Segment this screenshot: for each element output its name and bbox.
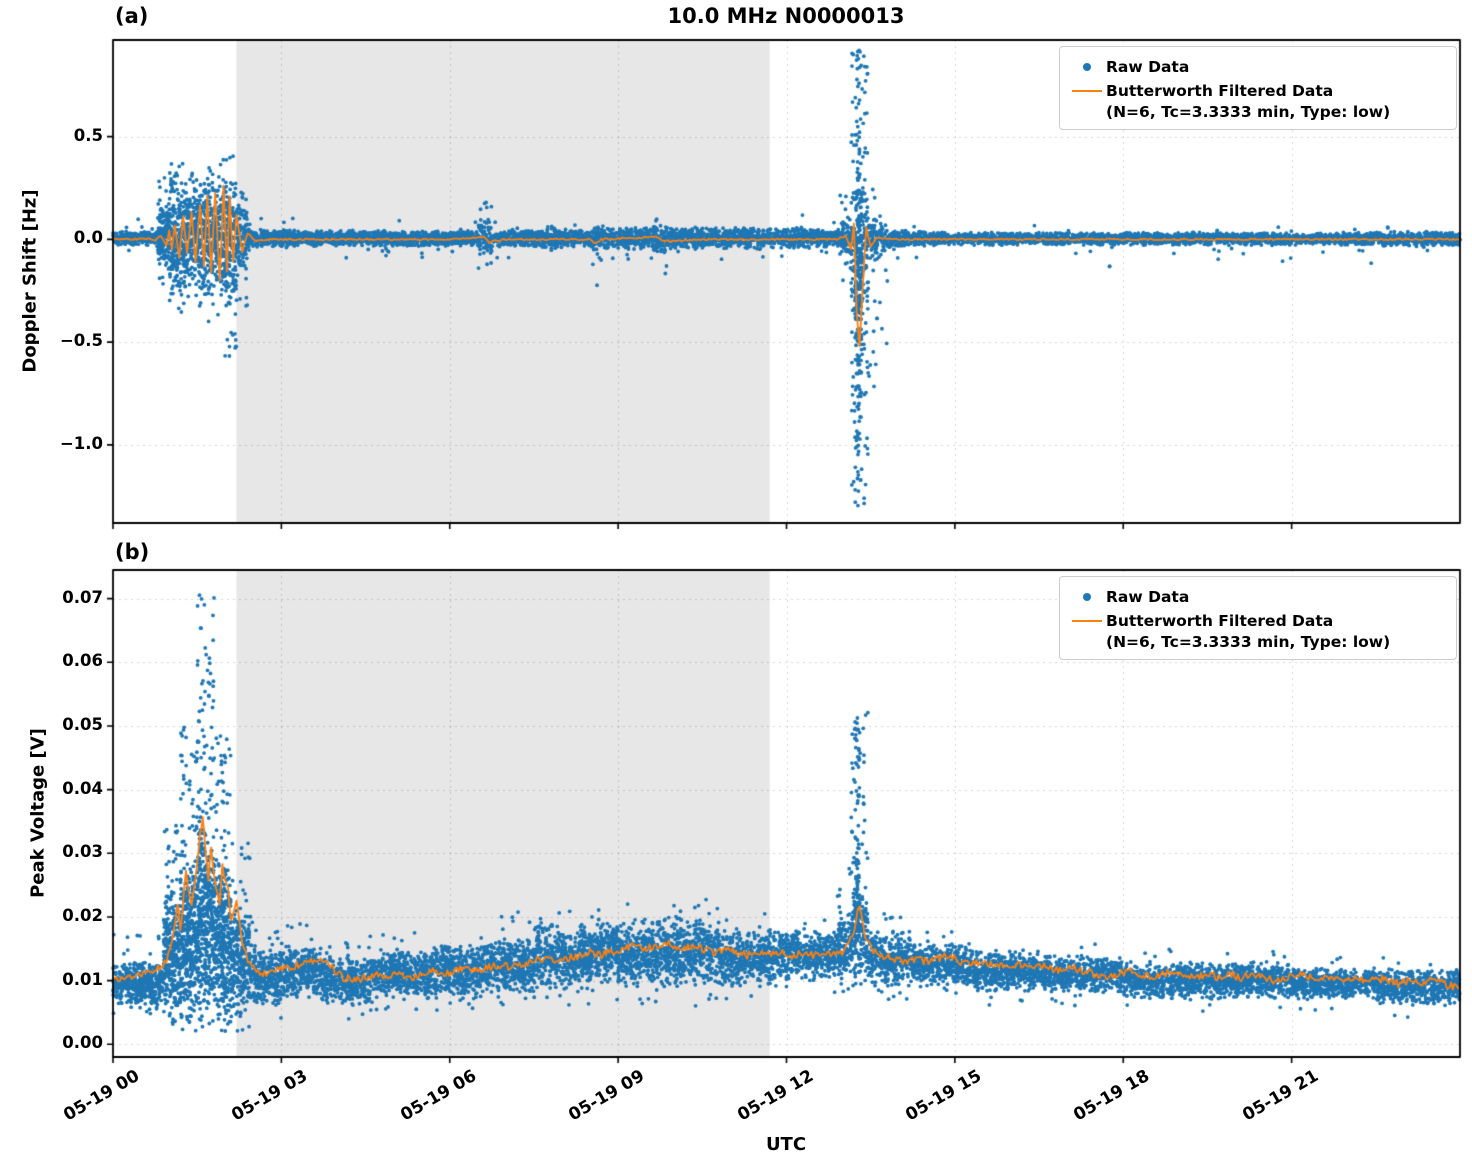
legend-entry-filtered: Butterworth Filtered Data xyxy=(1068,609,1446,633)
raw-data-dot-marker xyxy=(1083,593,1091,601)
filtered-line-marker xyxy=(1072,620,1102,622)
legend-filtered-label-line2: (N=6, Tc=3.3333 min, Type: low) xyxy=(1106,633,1391,651)
raw-data-dot-marker xyxy=(1083,63,1091,71)
y-tick-label: 0.00 xyxy=(62,1033,103,1053)
y-tick-label: 0.06 xyxy=(62,651,103,671)
legend-entry-filtered: Butterworth Filtered Data xyxy=(1068,79,1446,103)
figure-title: 10.0 MHz N0000013 xyxy=(667,4,905,28)
y-tick-label: 0.02 xyxy=(62,905,103,925)
y-tick-label: 0.07 xyxy=(62,587,103,607)
legend-raw-label: Raw Data xyxy=(1106,58,1190,76)
y-tick-label: −0.5 xyxy=(59,331,103,351)
y-tick-label: 0.0 xyxy=(73,228,103,248)
filtered-line-marker xyxy=(1072,90,1102,92)
y-tick-label: 0.04 xyxy=(62,778,103,798)
y-tick-label: 0.03 xyxy=(62,842,103,862)
legend-filtered-label-line1: Butterworth Filtered Data xyxy=(1106,612,1334,630)
legend-filtered-label-line1: Butterworth Filtered Data xyxy=(1106,82,1334,100)
panel-b-ylabel: Peak Voltage [V] xyxy=(27,728,49,898)
panel-b-tag: (b) xyxy=(115,540,150,564)
legend-entry-raw: Raw Data xyxy=(1068,585,1446,609)
legend-panel-a: Raw Data Butterworth Filtered Data (N=6,… xyxy=(1059,46,1457,130)
legend-panel-b: Raw Data Butterworth Filtered Data (N=6,… xyxy=(1059,576,1457,660)
legend-entry-raw: Raw Data xyxy=(1068,55,1446,79)
panel-a-ylabel: Doppler Shift [Hz] xyxy=(19,189,41,373)
y-tick-label: 0.05 xyxy=(62,714,103,734)
y-tick-label: −1.0 xyxy=(59,433,103,453)
legend-raw-label: Raw Data xyxy=(1106,588,1190,606)
y-tick-label: 0.5 xyxy=(73,125,103,145)
panel-a-tag: (a) xyxy=(115,4,149,28)
legend-filtered-label-line2: (N=6, Tc=3.3333 min, Type: low) xyxy=(1106,103,1391,121)
x-axis-label: UTC xyxy=(765,1134,807,1155)
y-tick-label: 0.01 xyxy=(62,969,103,989)
